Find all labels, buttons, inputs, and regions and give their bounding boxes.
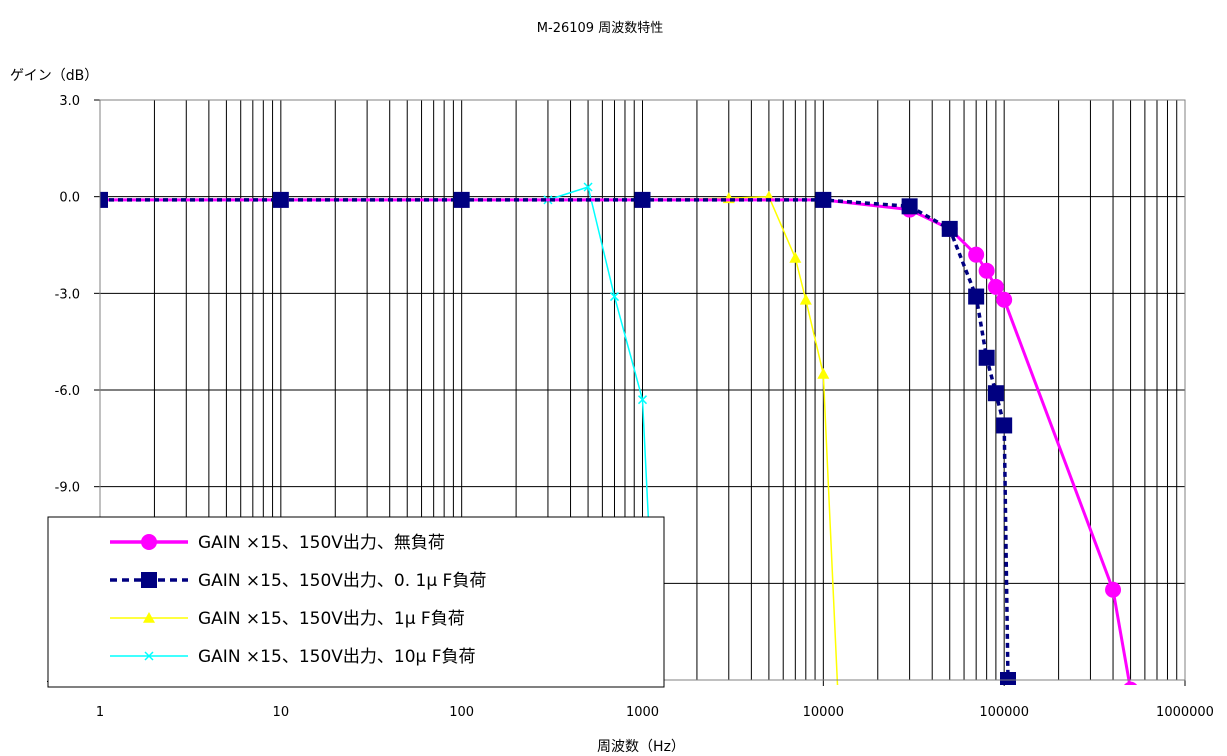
legend-label: GAIN ×15、150V出力、0. 1μ F負荷	[198, 571, 486, 591]
data-point	[141, 534, 157, 550]
data-point	[996, 291, 1013, 308]
y-tick-label: 3.0	[59, 94, 80, 109]
data-point	[968, 288, 985, 305]
x-axis-label: 周波数（Hz）	[597, 739, 685, 755]
data-point	[141, 572, 157, 588]
legend-entry-1: GAIN ×15、150V出力、0. 1μ F負荷	[110, 571, 486, 591]
legend-label: GAIN ×15、150V出力、10μ F負荷	[198, 647, 476, 667]
data-point	[978, 349, 995, 366]
chart-title: M-26109 周波数特性	[537, 21, 663, 36]
data-point	[583, 182, 593, 192]
y-tick-label: -6.0	[55, 384, 80, 399]
legend-label: GAIN ×15、150V出力、無負荷	[198, 533, 445, 553]
data-point	[817, 367, 830, 379]
data-point	[987, 385, 1004, 402]
data-point	[453, 191, 470, 208]
data-point	[799, 293, 812, 305]
data-point	[941, 220, 958, 237]
y-axis-label: ゲイン（dB）	[10, 68, 98, 84]
data-point	[609, 292, 620, 302]
series-line	[100, 198, 1010, 681]
data-point	[144, 651, 154, 661]
legend-entry-0: GAIN ×15、150V出力、無負荷	[110, 533, 445, 553]
legend-entry-2: GAIN ×15、150V出力、1μ F負荷	[110, 609, 465, 629]
data-point	[999, 672, 1016, 685]
y-tick-label: 0.0	[59, 191, 80, 206]
legend-label: GAIN ×15、150V出力、1μ F負荷	[198, 609, 465, 629]
y-tick-label: -9.0	[55, 481, 80, 496]
x-tick-label: 100	[449, 705, 474, 720]
data-point	[987, 278, 1004, 295]
x-tick-label: 1	[96, 705, 104, 720]
x-tick-label: 100000	[979, 705, 1029, 720]
x-tick-label: 1000	[626, 705, 659, 720]
x-tick-label: 10	[273, 705, 290, 720]
data-point	[634, 191, 651, 208]
data-point	[637, 395, 648, 405]
data-point	[901, 198, 918, 215]
x-tick-label: 1000000	[1156, 705, 1214, 720]
data-point	[1105, 581, 1122, 598]
data-point	[789, 251, 802, 263]
legend-entry-3: GAIN ×15、150V出力、10μ F負荷	[110, 647, 476, 667]
data-point	[978, 262, 995, 279]
data-point	[836, 683, 839, 685]
data-point	[100, 191, 108, 208]
data-point	[1124, 681, 1138, 685]
legend: GAIN ×15、150V出力、無負荷 GAIN ×15、150V出力、0. 1μ…	[47, 516, 665, 688]
series-layer	[100, 182, 1138, 685]
series-1	[100, 191, 1016, 685]
y-tick-label: -3.0	[55, 287, 80, 302]
data-point	[272, 191, 289, 208]
data-point	[815, 191, 832, 208]
data-point	[996, 417, 1013, 434]
data-point	[143, 612, 155, 623]
data-point	[968, 246, 985, 263]
x-tick-label: 10000	[803, 705, 844, 720]
